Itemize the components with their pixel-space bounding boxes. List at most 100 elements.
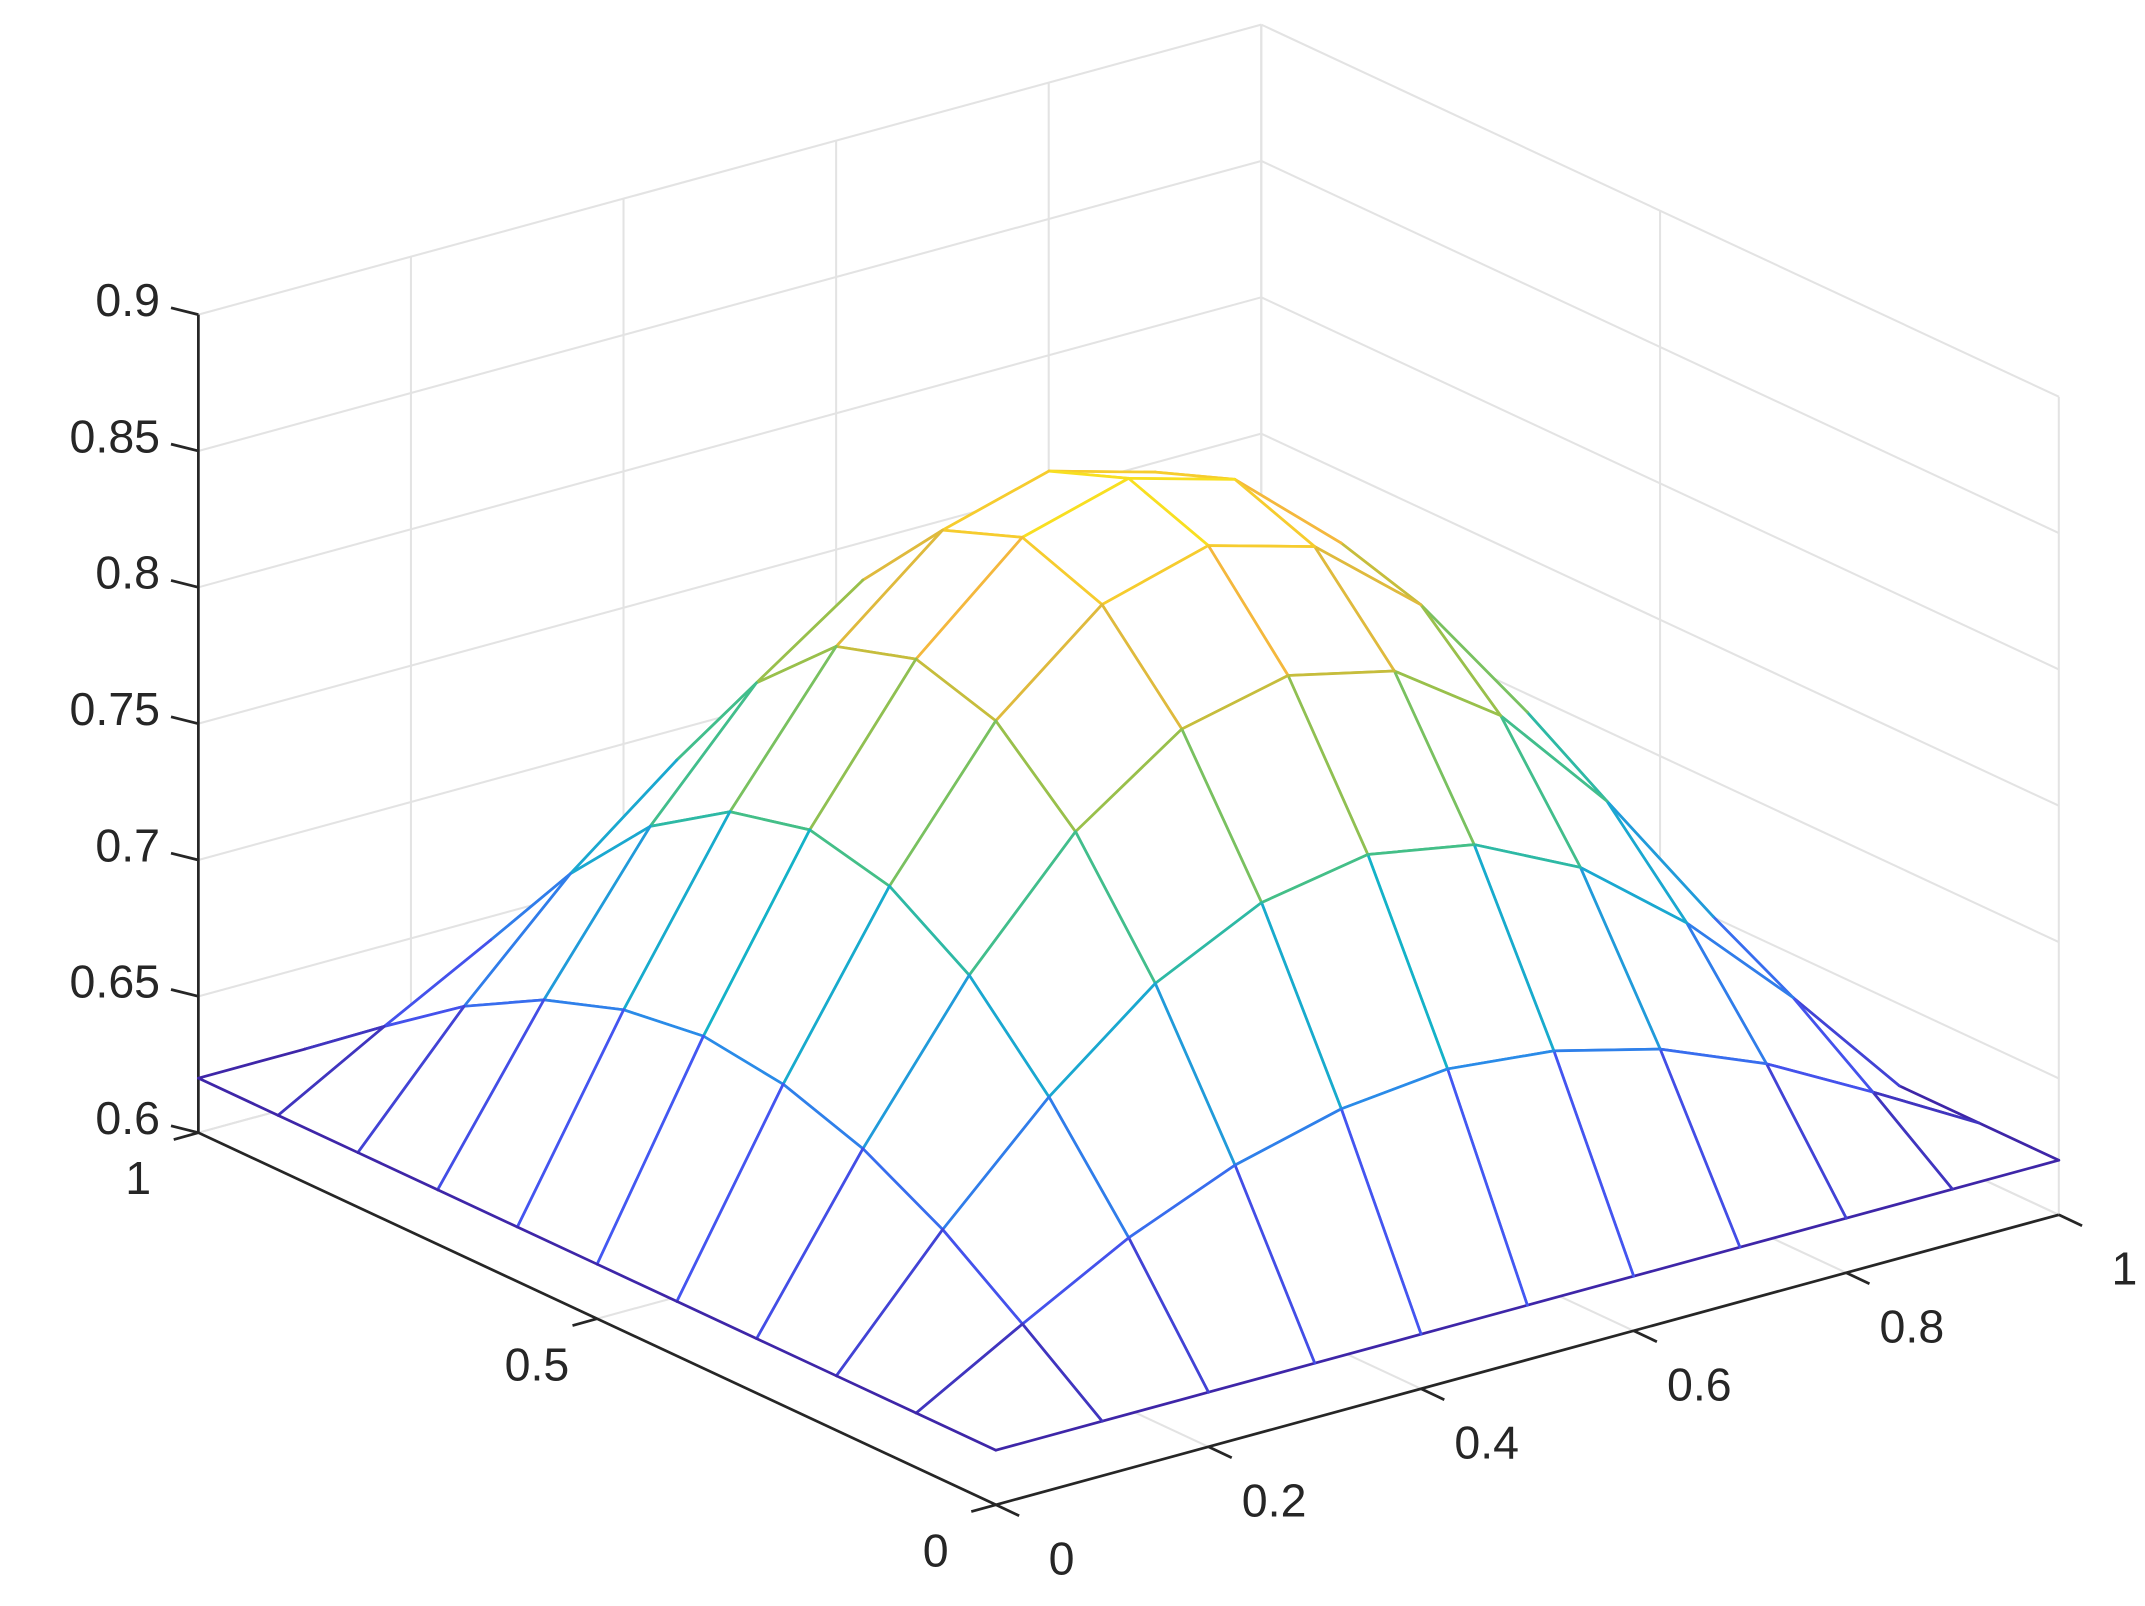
mesh-edge: [356, 1151, 439, 1192]
mesh-edge: [1313, 545, 1423, 607]
mesh-face: [650, 646, 837, 827]
grid-line: [198, 296, 1262, 589]
mesh-face: [1102, 545, 1289, 730]
mesh-edge: [1525, 710, 1609, 803]
mesh-edge: [1366, 843, 1476, 856]
mesh-edge: [1552, 1049, 1636, 1278]
mesh-face: [1208, 545, 1395, 676]
mesh-edge: [1765, 1062, 1875, 1094]
mesh-edge: [1844, 1187, 1954, 1220]
mesh-edge: [914, 1411, 998, 1452]
mesh-face: [357, 999, 544, 1190]
z-tick: [170, 442, 199, 453]
mesh-edge: [1525, 1274, 1636, 1307]
mesh-edge: [542, 824, 652, 1002]
mesh-edge: [861, 1147, 945, 1231]
mesh-face: [1447, 1050, 1634, 1306]
mesh-edge: [914, 1322, 1024, 1415]
mesh-edge: [941, 528, 1024, 539]
mesh-edge: [1047, 469, 1157, 474]
mesh-face: [836, 530, 1023, 660]
mesh-edge: [941, 1228, 1024, 1326]
mesh-face: [1420, 604, 1607, 802]
mesh-edge: [383, 938, 493, 1028]
mesh-edge: [808, 828, 891, 888]
mesh-edge: [834, 528, 944, 648]
mesh-edge: [1180, 727, 1263, 904]
mesh-edge: [994, 1419, 1104, 1452]
mesh-edge: [276, 1113, 360, 1154]
mesh-edge: [888, 884, 971, 977]
mesh-face: [916, 537, 1103, 721]
mesh-face: [1766, 1063, 1953, 1219]
mesh-edge: [1127, 1163, 1237, 1240]
mesh-edge: [1127, 477, 1210, 547]
mesh-edge: [1206, 544, 1290, 677]
mesh-edge: [1100, 1390, 1210, 1423]
mesh-edge: [196, 1076, 280, 1117]
mesh-face: [862, 975, 1049, 1230]
x-tick: [2058, 1213, 2083, 1227]
mesh-edge: [728, 645, 838, 814]
mesh-edge: [1472, 843, 1582, 869]
mesh-face: [969, 831, 1156, 1097]
mesh-edge: [569, 824, 652, 876]
mesh-edge: [462, 998, 546, 1008]
z-tick-label: 0.6: [95, 1092, 160, 1144]
mesh-edge: [1552, 1047, 1662, 1053]
x-tick: [1845, 1271, 1871, 1285]
mesh-edge: [861, 973, 971, 1151]
mesh-edge: [1339, 1107, 1423, 1336]
mesh-edge: [1047, 469, 1130, 480]
mesh-edge: [781, 1082, 865, 1151]
mesh-face: [1341, 1068, 1528, 1335]
mesh-face: [756, 530, 943, 683]
mesh-edge: [1419, 603, 1503, 718]
mesh-face: [1580, 867, 1767, 1064]
mesh-face: [1235, 1108, 1422, 1364]
mesh-edge: [914, 657, 998, 723]
mesh-edge: [755, 1337, 838, 1378]
x-tick: [1420, 1387, 1445, 1401]
mesh-edge: [1207, 1361, 1317, 1394]
mesh-edge: [1313, 1332, 1423, 1365]
mesh-edge: [1605, 799, 1715, 919]
x-tick-label: 0.2: [1242, 1475, 1307, 1527]
x-axis: [995, 1213, 2060, 1507]
mesh-edge: [1579, 866, 1662, 1051]
mesh-edge: [994, 603, 1104, 723]
mesh-face: [783, 886, 970, 1149]
mesh-face: [809, 659, 996, 887]
mesh-edge: [1632, 1245, 1742, 1278]
mesh-edge: [835, 1228, 945, 1378]
mesh-edge: [941, 469, 1051, 532]
mesh-edge: [781, 884, 891, 1086]
mesh-edge: [675, 1300, 759, 1340]
mesh-edge: [436, 998, 546, 1192]
mesh-edge: [1153, 901, 1263, 985]
z-tick: [170, 715, 199, 725]
mesh-edge: [1233, 1163, 1317, 1365]
mesh-edge: [1685, 921, 1768, 1066]
mesh-face: [916, 1324, 1103, 1451]
mesh-face: [437, 999, 624, 1227]
mesh-face: [1181, 675, 1368, 903]
mesh-edge: [569, 758, 679, 876]
z-tick: [170, 851, 199, 862]
mesh-edge: [1658, 1047, 1768, 1066]
mesh-edge: [1260, 901, 1343, 1111]
mesh-face: [543, 811, 730, 1010]
y-tick: [572, 1317, 598, 1327]
z-tick: [170, 579, 199, 589]
z-tick: [170, 306, 199, 316]
mesh-edge: [1393, 669, 1503, 718]
mesh-edge: [1100, 603, 1184, 731]
mesh-edge: [1313, 545, 1396, 673]
z-tick-label: 0.85: [70, 410, 161, 462]
mesh-edge: [622, 1008, 705, 1038]
mesh-edge: [1020, 536, 1104, 606]
mesh-edge: [1711, 915, 1795, 999]
mesh-face: [729, 646, 917, 830]
